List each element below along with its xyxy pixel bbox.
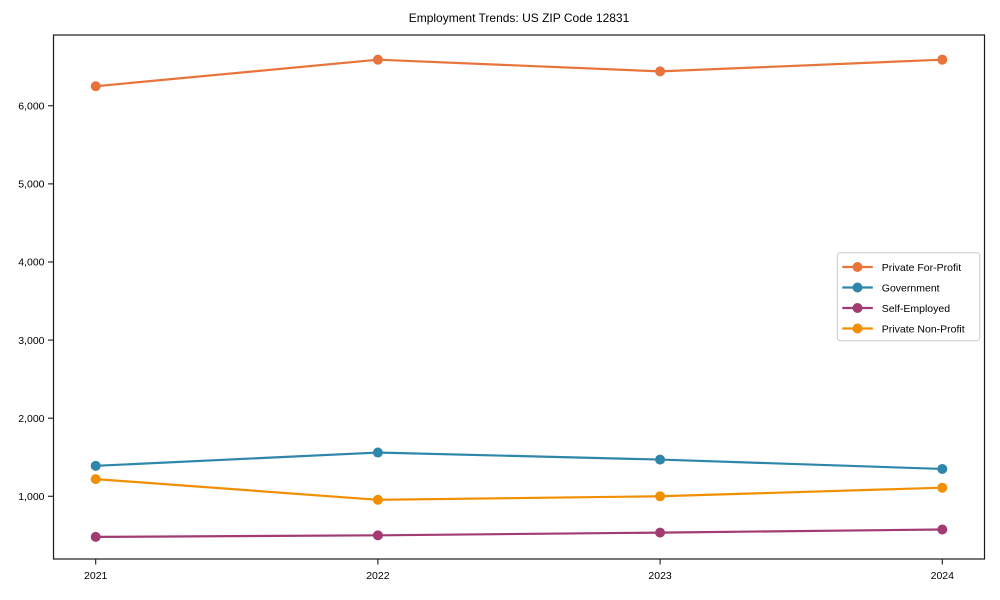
data-point-private-for-profit bbox=[655, 66, 666, 77]
data-point-self-employed bbox=[372, 530, 383, 541]
legend-marker-dot-private-non-profit bbox=[852, 323, 863, 334]
data-point-private-non-profit bbox=[655, 491, 666, 502]
y-axis-tick-label: 4,000 bbox=[18, 257, 44, 269]
x-axis-tick-label: 2021 bbox=[84, 570, 108, 582]
plot-area-border bbox=[52, 34, 986, 560]
y-axis-tick-label: 6,000 bbox=[18, 100, 44, 112]
y-axis-tick-label: 3,000 bbox=[18, 335, 44, 347]
y-axis-tick-label: 5,000 bbox=[18, 179, 44, 191]
x-axis-tick-label: 2024 bbox=[931, 570, 955, 582]
legend-box bbox=[836, 252, 981, 342]
series-line-private-non-profit bbox=[95, 478, 943, 501]
legend-label-private-for-profit: Private For-Profit bbox=[882, 262, 961, 274]
data-point-private-non-profit bbox=[90, 474, 101, 485]
legend-marker-dot-self-employed bbox=[852, 303, 863, 313]
data-point-government bbox=[90, 460, 101, 471]
data-point-government bbox=[937, 463, 948, 474]
legend-marker-dot-government bbox=[852, 282, 863, 293]
data-point-private-non-profit bbox=[372, 494, 383, 505]
legend-label-private-non-profit: Private Non-Profit bbox=[882, 323, 965, 335]
data-point-private-non-profit bbox=[937, 482, 948, 493]
data-point-private-for-profit bbox=[937, 54, 948, 65]
series-line-self-employed bbox=[95, 528, 943, 538]
data-point-government bbox=[655, 454, 666, 465]
y-axis-tick-label: 2,000 bbox=[18, 413, 44, 425]
legend-marker-dot-private-for-profit bbox=[852, 262, 863, 272]
series-line-government bbox=[95, 451, 943, 471]
data-point-self-employed bbox=[937, 524, 948, 535]
legend-label-self-employed: Self-Employed bbox=[882, 303, 950, 315]
chart-title: Employment Trends: US ZIP Code 12831 bbox=[409, 11, 630, 25]
data-point-government bbox=[372, 447, 383, 458]
data-point-private-for-profit bbox=[372, 54, 383, 65]
data-point-self-employed bbox=[655, 527, 666, 538]
series-line-private-for-profit bbox=[95, 58, 943, 88]
x-axis-tick-label: 2022 bbox=[366, 570, 390, 582]
data-point-private-for-profit bbox=[90, 81, 101, 92]
data-point-self-employed bbox=[90, 531, 101, 542]
y-axis-tick-label: 1,000 bbox=[18, 491, 44, 503]
legend-label-government: Government bbox=[882, 282, 940, 294]
x-axis-tick-label: 2023 bbox=[648, 570, 672, 582]
